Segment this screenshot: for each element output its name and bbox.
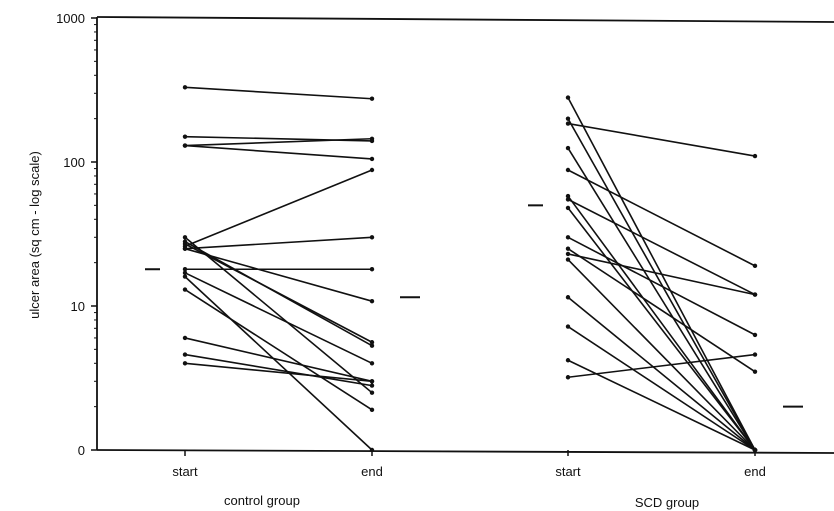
data-points: [182, 85, 758, 453]
subject-line: [567, 236, 756, 336]
subject-line: [567, 198, 756, 296]
start-point: [565, 358, 571, 363]
y-tick-label: 10: [71, 299, 85, 314]
x-tick-label: end: [361, 464, 383, 479]
start-point: [565, 235, 571, 240]
subject-line: [567, 353, 756, 379]
subject-line: [184, 144, 373, 160]
end-point: [369, 390, 375, 395]
x-tick-label: start: [555, 464, 581, 479]
subject-line: [184, 353, 373, 387]
subject-line: [567, 325, 756, 451]
subject-line: [567, 253, 756, 296]
subject-line: [184, 272, 373, 365]
end-point: [752, 153, 758, 159]
start-point: [565, 324, 571, 329]
y-tick-label: 1000: [56, 11, 85, 26]
start-point: [182, 361, 188, 366]
start-point: [565, 295, 571, 300]
x-axis-ticks: start end start end: [172, 450, 766, 479]
end-point: [752, 263, 758, 269]
start-point: [565, 145, 571, 151]
subject-line: [184, 236, 373, 394]
start-point: [182, 270, 188, 276]
y-axis-title: ulcer area (sq cm - log scale): [27, 151, 42, 319]
subject-line: [567, 195, 756, 451]
x-axis-line: [96, 449, 834, 454]
start-point: [565, 246, 571, 251]
start-point: [182, 246, 188, 251]
end-point: [369, 96, 375, 101]
subject-line: [567, 259, 756, 451]
x-tick-label: end: [744, 464, 766, 479]
subject-line: [567, 248, 756, 373]
start-point: [565, 375, 571, 380]
subject-line: [184, 86, 373, 100]
end-point: [369, 298, 375, 304]
start-point: [565, 121, 571, 126]
y-tick-label: 100: [63, 155, 85, 170]
x-tick-label: start: [172, 464, 198, 479]
end-point: [369, 167, 375, 173]
start-point: [565, 116, 571, 121]
subject-line: [184, 169, 373, 247]
end-point: [752, 332, 758, 338]
subject-line: [567, 296, 756, 451]
subject-line: [184, 236, 373, 250]
paired-connector-lines: [184, 86, 756, 451]
group-label-control: control group: [224, 493, 300, 508]
end-point: [369, 136, 375, 141]
start-point: [565, 95, 571, 100]
start-point: [182, 335, 188, 341]
start-point: [182, 235, 188, 240]
subject-line: [184, 276, 373, 451]
end-point: [369, 235, 375, 240]
end-point: [752, 352, 758, 357]
group-label-scd: SCD group: [635, 495, 699, 510]
subject-line: [184, 362, 373, 383]
end-point: [369, 267, 375, 272]
start-point: [182, 267, 188, 272]
end-point: [369, 407, 375, 413]
subject-line: [567, 207, 756, 451]
plot-frame: [96, 16, 834, 454]
end-point: [369, 383, 375, 388]
subject-line: [567, 359, 756, 451]
start-point: [565, 197, 571, 202]
end-point: [369, 340, 375, 345]
start-point: [182, 352, 188, 357]
start-point: [565, 205, 571, 211]
end-point: [752, 447, 758, 453]
start-point: [565, 167, 571, 173]
subject-line: [567, 169, 756, 267]
end-point: [369, 447, 375, 453]
end-point: [369, 156, 375, 162]
subject-line: [567, 118, 756, 451]
y-tick-label: 0: [78, 443, 85, 458]
subject-line: [184, 288, 373, 411]
subject-line: [184, 243, 373, 343]
median-markers: [145, 204, 803, 408]
end-point: [369, 361, 375, 366]
end-point: [752, 369, 758, 374]
subject-line: [567, 147, 756, 451]
start-point: [182, 85, 188, 90]
end-point: [369, 379, 375, 384]
end-point: [752, 292, 758, 297]
subject-line: [184, 247, 373, 302]
subject-line: [184, 137, 373, 147]
end-point: [369, 343, 375, 348]
top-border: [96, 16, 834, 23]
y-axis-ticks: 0 10 100 1000: [56, 11, 97, 458]
start-point: [182, 134, 188, 139]
start-point: [182, 143, 188, 148]
start-point: [182, 274, 188, 279]
start-point: [182, 287, 188, 292]
subject-line: [184, 337, 373, 383]
start-point: [565, 193, 571, 199]
start-point: [565, 251, 571, 257]
start-point: [565, 257, 571, 262]
subject-line: [567, 122, 756, 157]
